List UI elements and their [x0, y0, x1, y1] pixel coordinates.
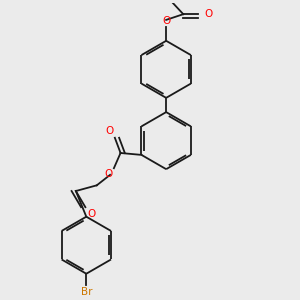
Text: O: O: [105, 169, 113, 179]
Text: O: O: [106, 126, 114, 136]
Text: Br: Br: [81, 287, 92, 297]
Text: O: O: [204, 9, 212, 19]
Text: O: O: [162, 16, 170, 26]
Text: O: O: [87, 209, 95, 219]
